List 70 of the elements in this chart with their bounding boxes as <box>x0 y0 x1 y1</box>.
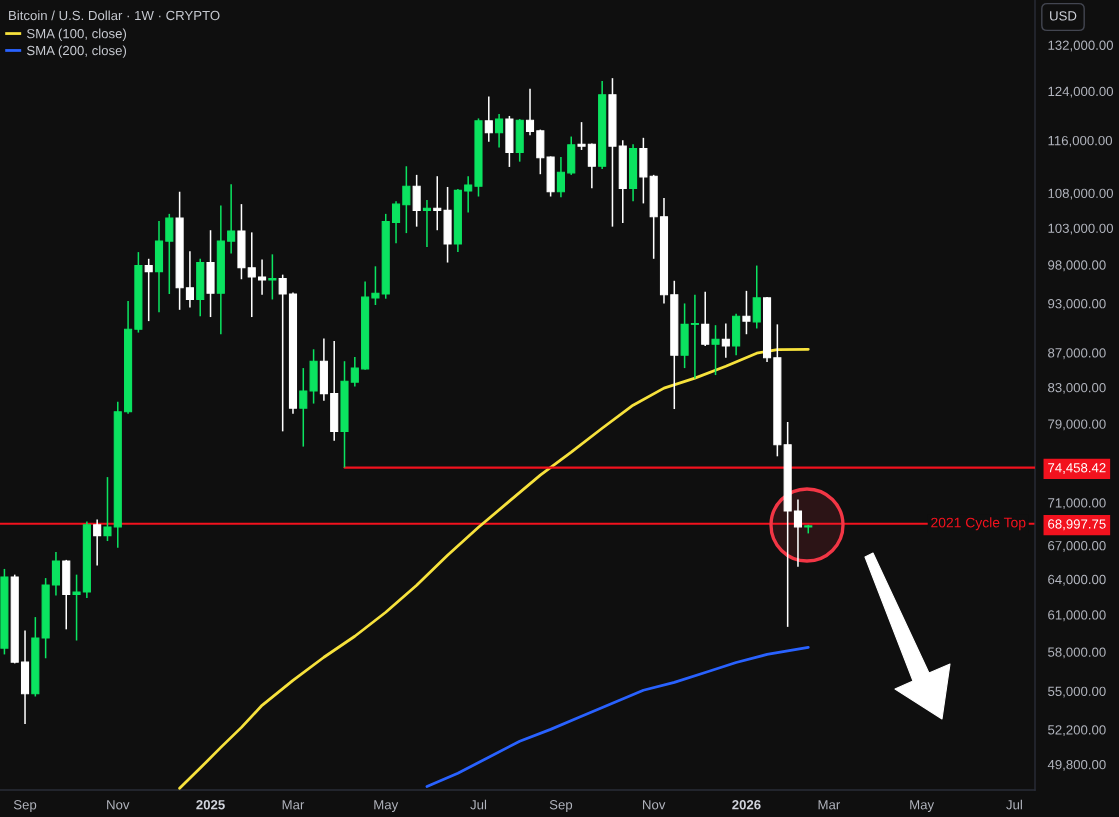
candlestick <box>587 142 596 190</box>
y-axis-title: USD <box>1050 11 1077 21</box>
candlestick <box>484 95 493 143</box>
y-tick-label: 79,000.00 <box>1048 419 1106 431</box>
x-tick-label: 2025 <box>196 800 225 810</box>
y-tick-label: 64,000.00 <box>1048 574 1106 586</box>
candlestick <box>278 273 287 433</box>
candlestick <box>247 231 256 318</box>
line-series <box>178 347 810 790</box>
x-tick-label: Nov <box>107 800 130 810</box>
candlestick <box>690 293 699 380</box>
candlestick <box>72 573 81 642</box>
candlestick <box>711 324 720 376</box>
y-tick-label: 87,000.00 <box>1048 348 1106 360</box>
candlestick <box>556 156 565 198</box>
y-tick-label: 98,000.00 <box>1048 260 1106 272</box>
x-tick-label: Jul <box>470 799 487 810</box>
candlestick <box>391 200 401 245</box>
y-tick-label: 61,000.00 <box>1048 610 1106 622</box>
x-tick-label: Mar <box>282 800 305 810</box>
candlestick <box>464 175 473 214</box>
legend-label: SMA (200, close) <box>26 45 127 58</box>
y-tick-label: 74,458.42 <box>1048 463 1106 475</box>
candlestick <box>165 213 174 295</box>
candlestick <box>268 253 277 301</box>
candlestick <box>185 250 194 309</box>
candlestick <box>701 290 710 347</box>
x-tick-label: May <box>374 800 399 813</box>
y-tick-label: 132,000.00 <box>1048 40 1114 52</box>
y-tick-label: 83,000.00 <box>1048 382 1106 394</box>
candlestick <box>144 258 153 322</box>
y-tick-label: 116,000.00 <box>1048 135 1113 147</box>
candlestick <box>433 175 442 231</box>
candlestick <box>227 183 236 255</box>
x-tick-label: Mar <box>818 800 841 810</box>
x-tick-label: Jul <box>1006 799 1022 810</box>
y-tick-label: 103,000.00 <box>1048 223 1114 235</box>
y-tick-label: 52,200.00 <box>1048 725 1106 737</box>
x-tick-label: Sep <box>549 800 573 813</box>
candlestick <box>793 498 803 568</box>
x-tick-label: Sep <box>13 800 37 813</box>
candlestick <box>402 165 411 234</box>
y-tick-label: 67,000.00 <box>1048 541 1106 552</box>
x-tick-label: Nov <box>643 800 666 810</box>
y-tick-label: 93,000.00 <box>1048 299 1106 310</box>
legend-label: SMA (100, close) <box>26 28 127 41</box>
candlestick <box>258 258 267 296</box>
y-tick-label: 68,997.75 <box>1048 519 1106 531</box>
text: Bitcoin / U.S. Dollar · 1W · CRYPTO <box>9 10 220 21</box>
candlestick <box>742 290 751 335</box>
x-tick-label: 2026 <box>732 800 761 810</box>
candlestick <box>299 367 308 448</box>
candlestick <box>721 322 730 359</box>
y-tick-label: 124,000.00 <box>1048 86 1114 98</box>
ref-line-label: 2021 Cycle Top <box>931 517 1026 531</box>
candlestick <box>525 87 535 137</box>
candlestick <box>103 476 112 542</box>
candlestick <box>577 121 586 151</box>
candlestick <box>350 356 359 388</box>
y-tick-label: 49,800.00 <box>1047 759 1106 771</box>
candlestick <box>93 518 102 567</box>
candlestick <box>495 113 504 149</box>
y-tick-label: 71,000.00 <box>1048 498 1106 510</box>
candlestick <box>371 265 380 306</box>
y-tick-label: 108,000.00 <box>1048 188 1114 200</box>
y-tick-label: 58,000.00 <box>1048 647 1106 659</box>
x-tick-label: May <box>910 800 935 813</box>
line-series <box>425 646 810 788</box>
candlestick <box>422 199 432 248</box>
y-tick-label: 55,000.00 <box>1048 686 1106 698</box>
